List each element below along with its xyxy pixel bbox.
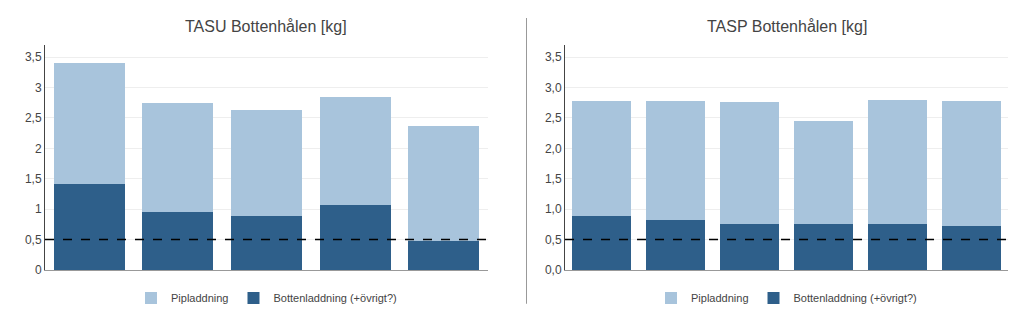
svg-text:3,5: 3,5 <box>545 50 562 64</box>
svg-text:2,5: 2,5 <box>25 111 42 125</box>
svg-text:Pipladdning: Pipladdning <box>691 292 749 304</box>
svg-text:Bottenladdning (+övrigt?): Bottenladdning (+övrigt?) <box>794 292 917 304</box>
svg-text:TASP Bottenhålen [kg]: TASP Bottenhålen [kg] <box>707 18 867 35</box>
svg-text:0,5: 0,5 <box>25 233 42 247</box>
svg-text:TASU Bottenhålen [kg]: TASU Bottenhålen [kg] <box>185 18 347 35</box>
svg-text:1,5: 1,5 <box>25 172 42 186</box>
svg-text:3,0: 3,0 <box>545 81 562 95</box>
svg-text:0: 0 <box>35 263 42 277</box>
svg-text:1,0: 1,0 <box>545 202 562 216</box>
svg-text:Pipladdning: Pipladdning <box>171 292 229 304</box>
svg-text:2,5: 2,5 <box>545 111 562 125</box>
svg-text:0,0: 0,0 <box>545 263 562 277</box>
svg-text:2: 2 <box>35 142 42 156</box>
svg-text:3: 3 <box>35 81 42 95</box>
svg-text:Bottenladdning (+övrigt?): Bottenladdning (+övrigt?) <box>273 292 396 304</box>
svg-text:1: 1 <box>35 202 42 216</box>
svg-text:0,5: 0,5 <box>545 233 562 247</box>
svg-text:2,0: 2,0 <box>545 142 562 156</box>
svg-text:3,5: 3,5 <box>25 50 42 64</box>
svg-text:1,5: 1,5 <box>545 172 562 186</box>
